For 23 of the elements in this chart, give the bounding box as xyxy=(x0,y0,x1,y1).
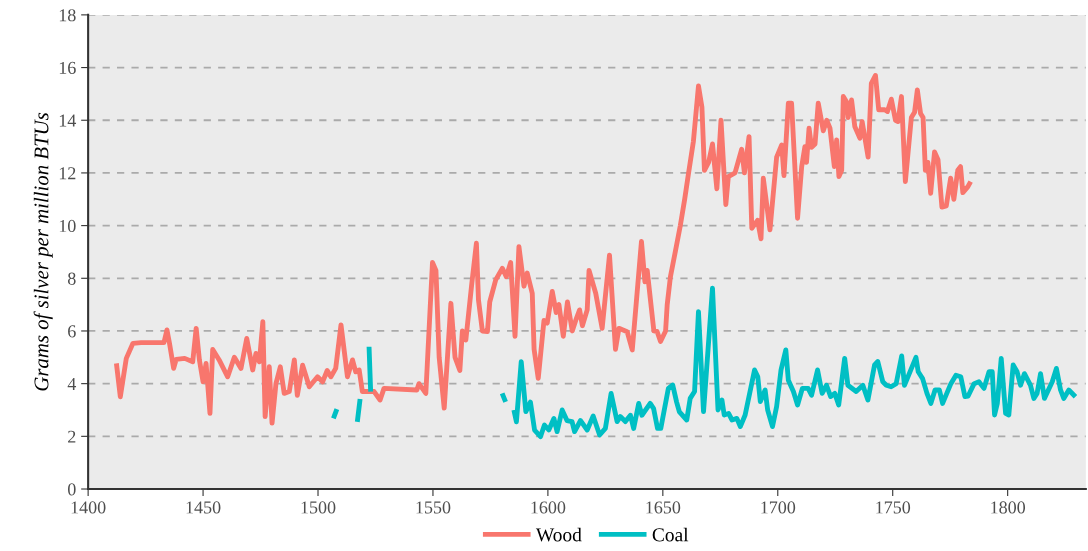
y-tick-label: 0 xyxy=(67,483,76,496)
y-tick-label: 18 xyxy=(59,9,76,22)
y-tick-label: 14 xyxy=(59,114,77,127)
y-tick-label: 4 xyxy=(67,378,77,390)
x-tick-label: 1800 xyxy=(991,501,1026,514)
x-tick-label: 1450 xyxy=(186,501,221,514)
line-series xyxy=(113,73,974,426)
y-tick-label: 16 xyxy=(59,61,76,74)
x-tick-label: 1550 xyxy=(416,501,451,514)
y-tick-label: 10 xyxy=(59,219,76,233)
y-tick-label: 8 xyxy=(67,272,76,285)
x-tick-label: 1750 xyxy=(876,501,911,514)
x-tick-label: 1500 xyxy=(301,501,336,514)
legend-label: Coal xyxy=(652,527,689,542)
legend-label: Wood xyxy=(535,527,582,542)
x-tick-label: 1600 xyxy=(531,501,566,514)
y-tick-label: 12 xyxy=(59,167,76,180)
x-tick-label: 1650 xyxy=(646,501,681,514)
y-axis-title: Grams of silver per million BTUs xyxy=(33,112,53,391)
x-tick-label: 1700 xyxy=(761,501,796,514)
y-tick-label: 2 xyxy=(68,430,76,443)
x-tick-label: 1400 xyxy=(71,501,106,514)
y-tick-label: 6 xyxy=(68,325,76,338)
